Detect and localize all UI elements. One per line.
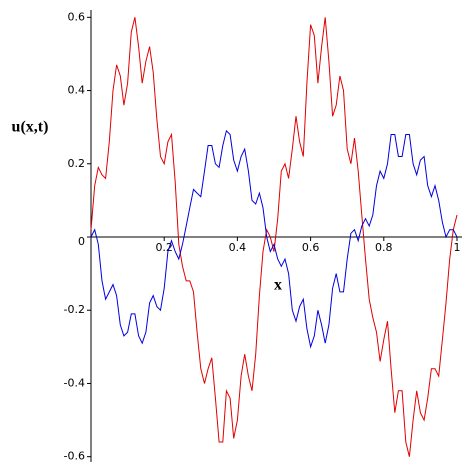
y-tick-label: -0.2 bbox=[64, 303, 85, 316]
y-tick-label: 0.6 bbox=[68, 10, 86, 23]
x-tick-label: 0.6 bbox=[302, 241, 320, 254]
y-tick-label: -0.6 bbox=[64, 450, 85, 463]
x-tick-label: 1 bbox=[454, 241, 461, 254]
x-tick-label: 0.8 bbox=[375, 241, 393, 254]
y-tick-label: 0 bbox=[78, 235, 85, 248]
y-tick-label: -0.4 bbox=[64, 376, 85, 389]
series-line bbox=[90, 17, 458, 457]
series-line bbox=[90, 129, 458, 349]
x-tick-label: 0.4 bbox=[229, 241, 247, 254]
y-tick-label: 0.2 bbox=[68, 157, 86, 170]
y-axis-label: u(x,t) bbox=[12, 119, 49, 136]
x-axis-label: x bbox=[274, 277, 282, 294]
y-tick-label: 0.4 bbox=[68, 84, 86, 97]
